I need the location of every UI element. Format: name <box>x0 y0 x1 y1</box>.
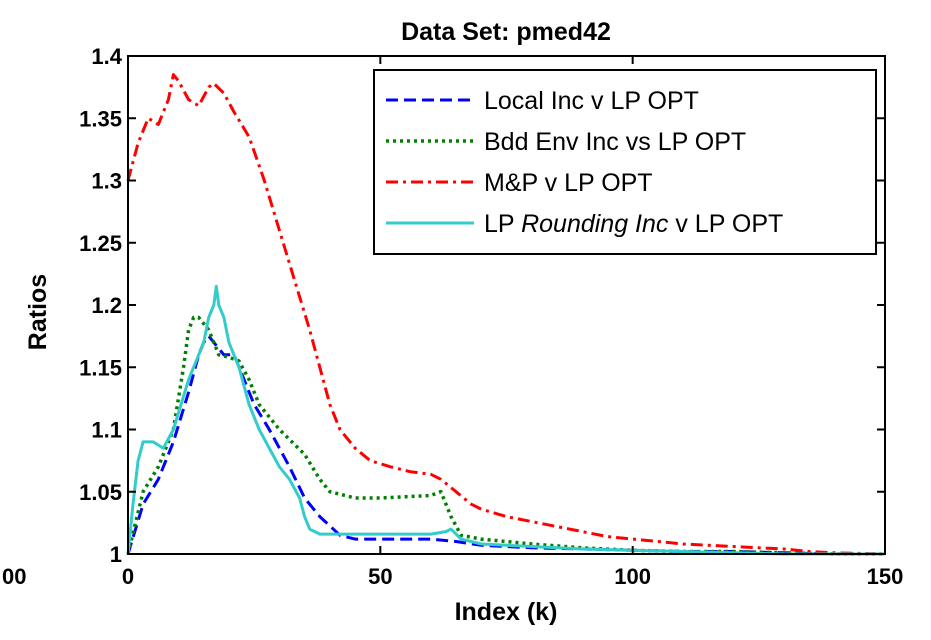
clipped-tick-label: 00 <box>2 564 26 589</box>
y-tick-label: 1.05 <box>79 480 122 505</box>
chart-title: Data Set: pmed42 <box>401 18 611 46</box>
y-tick-label: 1.3 <box>91 169 122 194</box>
legend-label-3: M&P v LP OPT <box>484 169 653 197</box>
x-tick-label: 0 <box>122 564 134 589</box>
series-line-4 <box>126 284 885 556</box>
y-tick-label: 1.1 <box>91 418 122 443</box>
y-axis-label: Ratios <box>24 274 52 350</box>
x-tick-label: 50 <box>368 564 392 589</box>
series-line-3 <box>126 73 886 556</box>
y-tick-label: 1.2 <box>91 293 122 318</box>
y-tick-label: 1.25 <box>79 231 122 256</box>
y-tick-label: 1.35 <box>79 106 122 131</box>
series-layer <box>126 73 886 556</box>
x-tick-label: 100 <box>614 564 651 589</box>
y-tick-label: 1.4 <box>91 44 122 69</box>
legend-label-2: Bdd Env Inc vs LP OPT <box>484 128 746 156</box>
y-tick-label: 1.15 <box>79 355 122 380</box>
legend: Local Inc v LP OPT Bdd Env Inc vs LP OPT M… <box>373 69 877 255</box>
ticks-layer: 1 1.05 1.1 1.15 1.2 1.25 1.3 1.35 1.4 0 50 100 150 00 <box>2 44 903 589</box>
legend-label-4: LP Rounding Inc v LP OPT <box>484 210 783 238</box>
series-line-2 <box>126 315 885 556</box>
x-axis-label: Index (k) <box>455 598 558 626</box>
y-tick-label: 1 <box>110 542 122 567</box>
legend-label-1: Local Inc v LP OPT <box>484 87 699 115</box>
x-tick-label: 150 <box>867 564 904 589</box>
